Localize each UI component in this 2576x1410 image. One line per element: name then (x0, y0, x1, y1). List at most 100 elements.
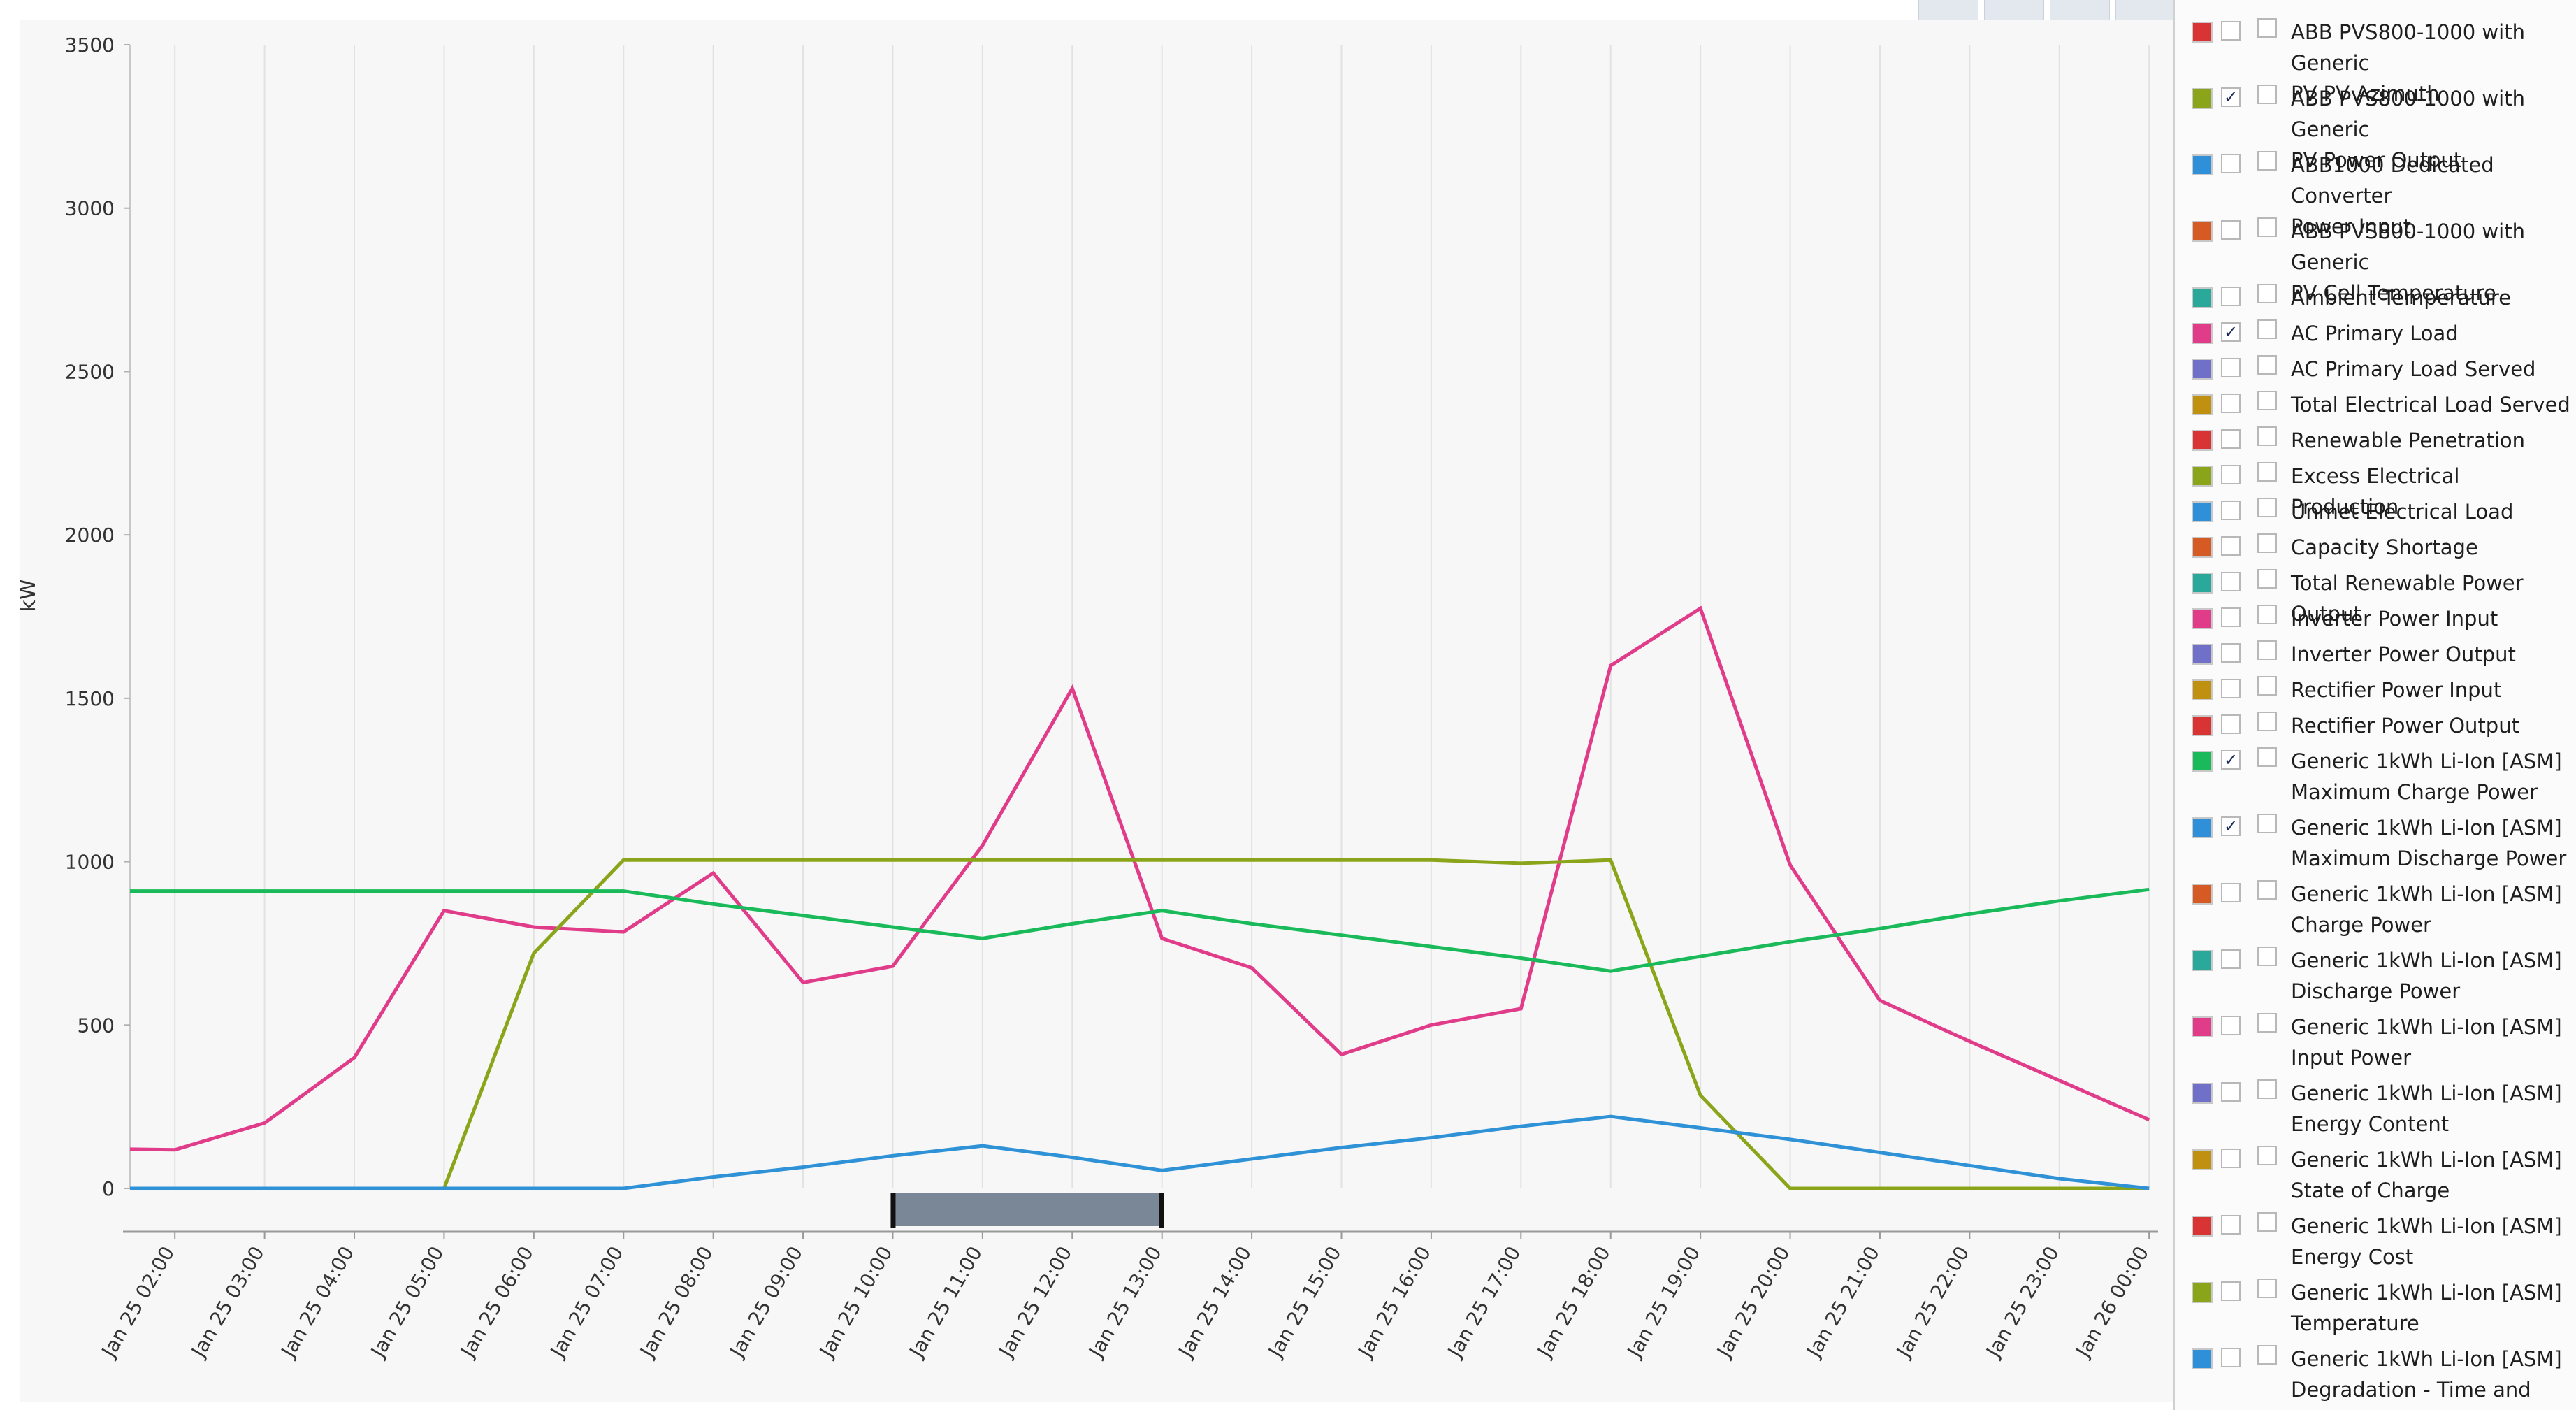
legend-color-swatch[interactable] (2192, 88, 2213, 109)
legend-color-swatch[interactable] (2192, 221, 2213, 242)
legend-item[interactable]: Total Renewable Power Output (2185, 568, 2576, 626)
legend-secondary-checkbox[interactable] (2257, 533, 2277, 553)
legend-checkbox[interactable] (2221, 358, 2241, 377)
legend-color-swatch[interactable] (2192, 1149, 2213, 1170)
legend-secondary-checkbox[interactable] (2257, 355, 2277, 375)
legend-item[interactable]: ✓ ABB PVS800-1000 with Generic PV Power O… (2185, 83, 2576, 172)
legend-item[interactable]: Generic 1kWh Li-Ion [ASM] Discharge Powe… (2185, 945, 2576, 1007)
legend-color-swatch[interactable] (2192, 430, 2213, 451)
legend-secondary-checkbox[interactable] (2257, 605, 2277, 624)
legend-item[interactable]: ABB PVS800-1000 with Generic PV PV Azimu… (2185, 17, 2576, 106)
legend-checkbox[interactable] (2221, 465, 2241, 484)
legend-color-swatch[interactable] (2192, 466, 2213, 487)
legend-item[interactable]: Generic 1kWh Li-Ion [ASM] Charge Power (2185, 879, 2576, 940)
legend-checkbox[interactable] (2221, 607, 2241, 627)
legend-checkbox[interactable]: ✓ (2221, 87, 2241, 107)
legend-checkbox[interactable] (2221, 1016, 2241, 1035)
range-slider-bar[interactable] (892, 1193, 1162, 1226)
legend-checkbox[interactable] (2221, 21, 2241, 41)
legend-item[interactable]: Generic 1kWh Li-Ion [ASM] Energy Content (2185, 1078, 2576, 1139)
legend-secondary-checkbox[interactable] (2257, 498, 2277, 517)
legend-secondary-checkbox[interactable] (2257, 1212, 2277, 1232)
legend-checkbox[interactable] (2221, 1348, 2241, 1367)
range-slider-left-handle[interactable] (890, 1193, 896, 1228)
legend-color-swatch[interactable] (2192, 884, 2213, 905)
legend-secondary-checkbox[interactable] (2257, 1345, 2277, 1365)
legend-checkbox[interactable] (2221, 572, 2241, 591)
legend-item[interactable]: Ambient Temperature (2185, 282, 2576, 313)
legend-checkbox[interactable] (2221, 1082, 2241, 1102)
legend-secondary-checkbox[interactable] (2257, 391, 2277, 410)
legend-secondary-checkbox[interactable] (2257, 284, 2277, 303)
legend-item[interactable]: Inverter Power Input (2185, 603, 2576, 634)
legend-checkbox[interactable] (2221, 501, 2241, 520)
legend-checkbox[interactable] (2221, 1215, 2241, 1235)
legend-secondary-checkbox[interactable] (2257, 814, 2277, 833)
legend-secondary-checkbox[interactable] (2257, 1013, 2277, 1033)
legend-item[interactable]: AC Primary Load Served (2185, 354, 2576, 384)
legend-color-swatch[interactable] (2192, 751, 2213, 772)
legend-secondary-checkbox[interactable] (2257, 1079, 2277, 1099)
legend-checkbox[interactable] (2221, 1149, 2241, 1168)
legend-checkbox[interactable] (2221, 883, 2241, 902)
legend-item[interactable]: Inverter Power Output (2185, 639, 2576, 670)
legend-secondary-checkbox[interactable] (2257, 1146, 2277, 1165)
legend-color-swatch[interactable] (2192, 608, 2213, 629)
legend-color-swatch[interactable] (2192, 501, 2213, 522)
legend-color-swatch[interactable] (2192, 817, 2213, 838)
legend-color-swatch[interactable] (2192, 287, 2213, 308)
legend-color-swatch[interactable] (2192, 1016, 2213, 1037)
legend-checkbox[interactable] (2221, 394, 2241, 413)
legend-item[interactable]: ABB1000 Dedicated Converter Power Input (2185, 150, 2576, 238)
legend-checkbox[interactable] (2221, 949, 2241, 969)
legend-checkbox[interactable] (2221, 714, 2241, 734)
legend-secondary-checkbox[interactable] (2257, 18, 2277, 38)
legend-item[interactable]: ABB PVS800-1000 with Generic PV Cell Tem… (2185, 216, 2576, 305)
legend-color-swatch[interactable] (2192, 1348, 2213, 1369)
legend-item[interactable]: Rectifier Power Output (2185, 710, 2576, 741)
legend-item[interactable]: ✓ AC Primary Load (2185, 318, 2576, 349)
legend-secondary-checkbox[interactable] (2257, 676, 2277, 696)
legend-color-swatch[interactable] (2192, 1216, 2213, 1237)
legend-color-swatch[interactable] (2192, 394, 2213, 415)
legend-item[interactable]: Renewable Penetration (2185, 425, 2576, 456)
legend-item[interactable]: Generic 1kWh Li-Ion [ASM] Energy Cost (2185, 1211, 2576, 1272)
legend-item[interactable]: Generic 1kWh Li-Ion [ASM] State of Charg… (2185, 1144, 2576, 1206)
legend-item[interactable]: Unmet Electrical Load (2185, 496, 2576, 527)
legend-checkbox[interactable]: ✓ (2221, 322, 2241, 342)
legend-secondary-checkbox[interactable] (2257, 217, 2277, 237)
legend-secondary-checkbox[interactable] (2257, 880, 2277, 900)
legend-item[interactable]: Rectifier Power Input (2185, 675, 2576, 705)
legend-color-swatch[interactable] (2192, 1083, 2213, 1104)
legend-color-swatch[interactable] (2192, 644, 2213, 665)
legend-color-swatch[interactable] (2192, 950, 2213, 971)
legend-checkbox[interactable]: ✓ (2221, 816, 2241, 836)
legend-checkbox[interactable] (2221, 536, 2241, 556)
legend-item[interactable]: Total Electrical Load Served (2185, 389, 2576, 420)
legend-checkbox[interactable]: ✓ (2221, 750, 2241, 770)
legend-checkbox[interactable] (2221, 287, 2241, 306)
legend-item[interactable]: Generic 1kWh Li-Ion [ASM] Input Power (2185, 1012, 2576, 1073)
legend-color-swatch[interactable] (2192, 537, 2213, 558)
legend-color-swatch[interactable] (2192, 679, 2213, 700)
legend-color-swatch[interactable] (2192, 22, 2213, 43)
legend-item[interactable]: Generic 1kWh Li-Ion [ASM] Temperature (2185, 1277, 2576, 1339)
range-slider[interactable] (890, 1193, 1164, 1228)
range-slider-right-handle[interactable] (1159, 1193, 1164, 1228)
legend-secondary-checkbox[interactable] (2257, 947, 2277, 966)
legend-secondary-checkbox[interactable] (2257, 569, 2277, 589)
legend-color-swatch[interactable] (2192, 573, 2213, 594)
legend-color-swatch[interactable] (2192, 359, 2213, 380)
legend-checkbox[interactable] (2221, 429, 2241, 449)
legend-item[interactable]: Excess Electrical Production (2185, 461, 2576, 519)
legend-color-swatch[interactable] (2192, 1282, 2213, 1303)
legend-color-swatch[interactable] (2192, 154, 2213, 175)
legend-item[interactable]: Generic 1kWh Li-Ion [ASM] Degradation - … (2185, 1344, 2576, 1410)
legend-secondary-checkbox[interactable] (2257, 747, 2277, 767)
legend-secondary-checkbox[interactable] (2257, 1279, 2277, 1298)
legend-secondary-checkbox[interactable] (2257, 319, 2277, 339)
legend-secondary-checkbox[interactable] (2257, 712, 2277, 731)
legend-color-swatch[interactable] (2192, 323, 2213, 344)
legend-secondary-checkbox[interactable] (2257, 85, 2277, 104)
legend-checkbox[interactable] (2221, 679, 2241, 698)
